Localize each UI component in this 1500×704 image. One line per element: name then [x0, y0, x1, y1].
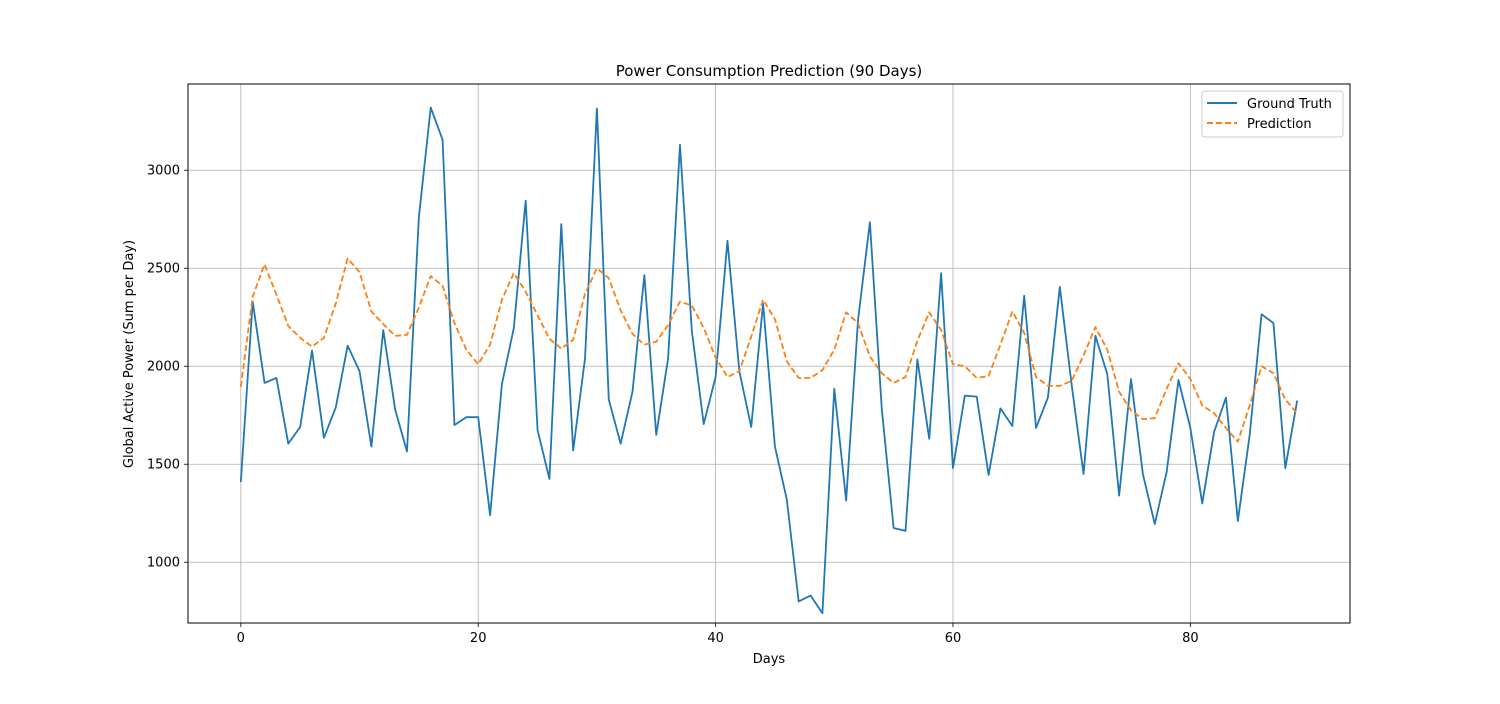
legend: Ground Truth Prediction	[1201, 90, 1344, 138]
x-axis-label: Days	[753, 652, 786, 667]
y-axis-label: Global Active Power (Sum per Day)	[122, 240, 137, 468]
legend-label-prediction: Prediction	[1247, 117, 1312, 132]
series-line-prediction	[239, 257, 1298, 443]
plot-frame	[187, 83, 1351, 624]
y-tick-label: 1000	[147, 556, 180, 571]
series-line-ground-truth	[239, 106, 1299, 615]
y-axis: 1000 1500 2000 2500 3000	[147, 164, 188, 571]
chart-title: Power Consumption Prediction (90 Days)	[616, 62, 923, 80]
legend-box	[1201, 90, 1344, 138]
x-tick-label: 40	[707, 631, 724, 646]
y-tick-label: 1500	[147, 458, 180, 473]
grid	[188, 84, 1350, 623]
x-axis: 0 20 40 60 80	[237, 623, 1199, 646]
y-tick-label: 2500	[147, 262, 180, 277]
legend-label-ground-truth: Ground Truth	[1247, 97, 1332, 112]
y-tick-label: 3000	[147, 164, 180, 179]
x-tick-label: 80	[1182, 631, 1199, 646]
y-tick-label: 2000	[147, 360, 180, 375]
x-tick-label: 20	[470, 631, 487, 646]
plot-area	[188, 84, 1350, 623]
x-tick-label: 60	[945, 631, 962, 646]
series-group	[239, 106, 1299, 615]
x-tick-label: 0	[237, 631, 245, 646]
